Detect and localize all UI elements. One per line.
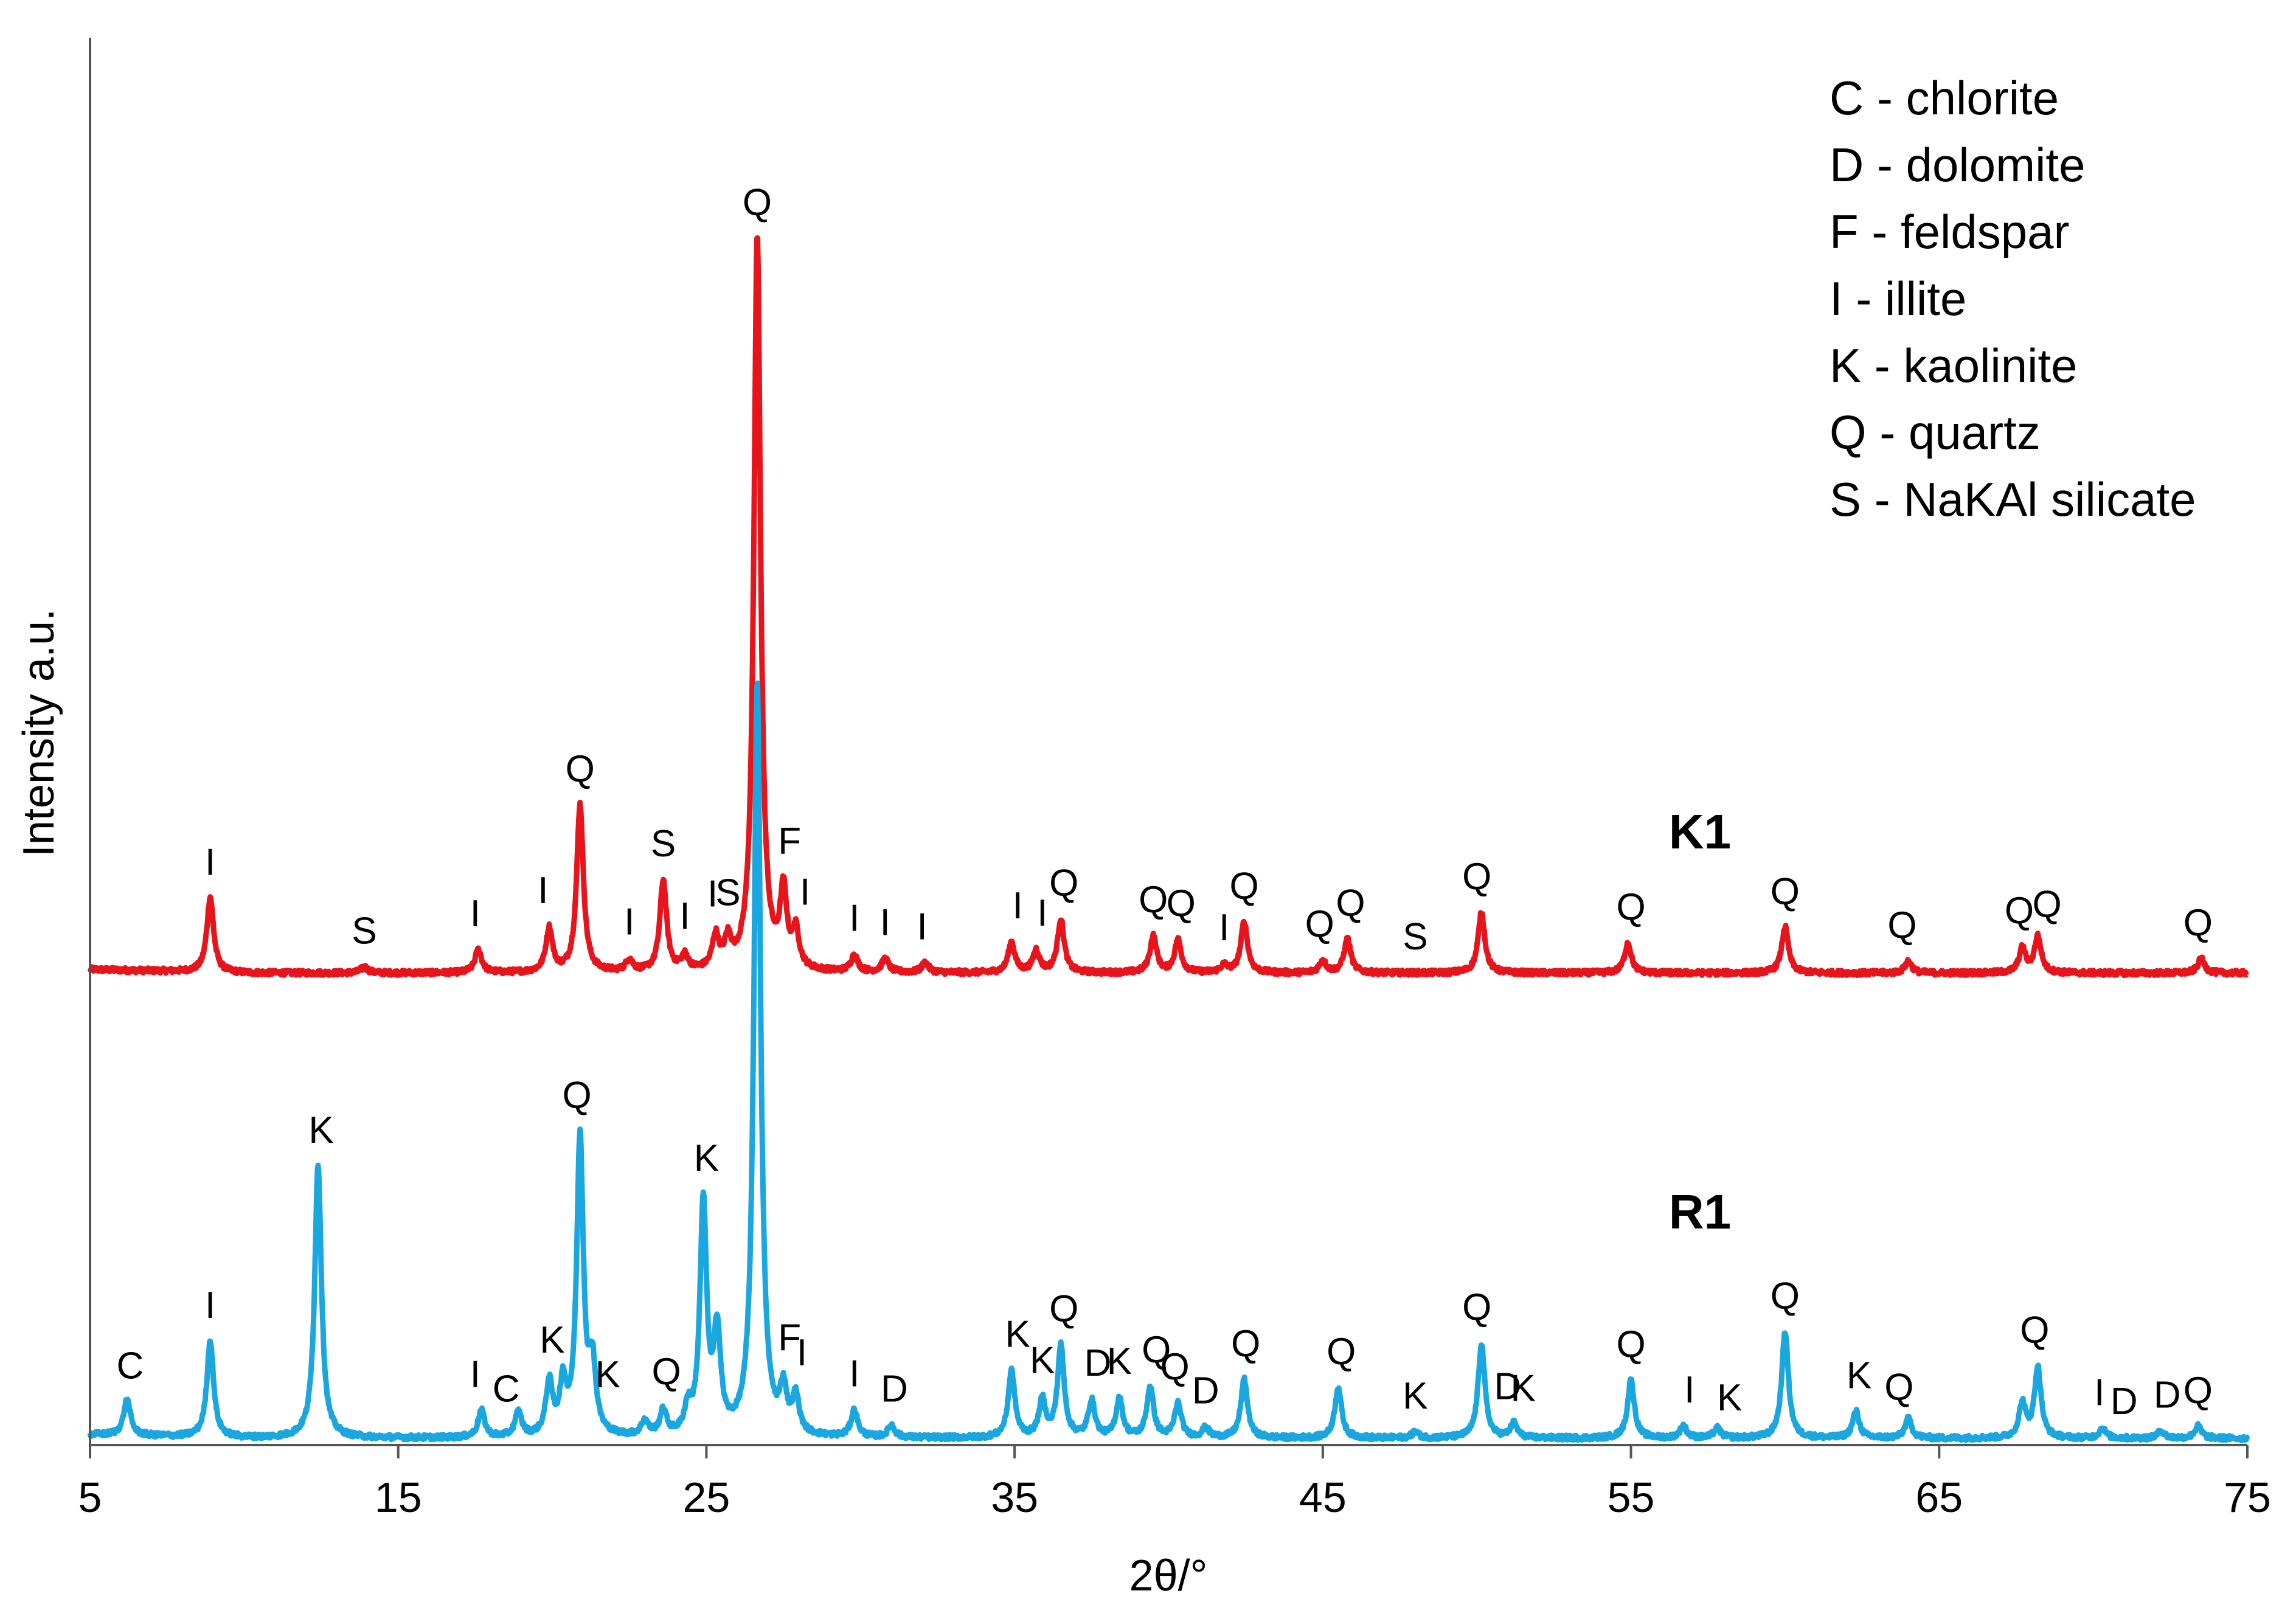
- peak-label-r1: F: [778, 1317, 801, 1359]
- peak-label-r1: K: [1005, 1314, 1030, 1356]
- peak-label-r1: D: [1084, 1342, 1112, 1384]
- peak-label-r1: I: [849, 1353, 859, 1395]
- peak-label-r1: C: [117, 1345, 144, 1387]
- peak-label-r1: Q: [2020, 1309, 2049, 1351]
- peak-label-r1: K: [1403, 1375, 1427, 1417]
- peak-label-r1: Q: [1771, 1275, 1800, 1317]
- x-tick-label: 15: [375, 1474, 422, 1521]
- legend-entry-illite: I - illite: [1830, 272, 1966, 325]
- peak-label-r1: Q: [562, 1075, 591, 1117]
- series-label-r1: R1: [1669, 1185, 1731, 1239]
- peak-label-r1: K: [1717, 1377, 1742, 1419]
- peak-label-r1: D: [2110, 1381, 2138, 1423]
- peak-label-r1: K: [595, 1354, 620, 1396]
- legend-entry-dolomite: D - dolomite: [1830, 138, 2085, 192]
- x-tick-label: 45: [1299, 1474, 1347, 1521]
- x-tick-label: 25: [682, 1474, 730, 1521]
- peak-label-r1: Q: [1462, 1286, 1491, 1328]
- legend: C - chlorite D - dolomite F - feldspar I…: [1830, 71, 2196, 526]
- peak-label-r1: K: [1847, 1354, 1871, 1396]
- x-tick-label: 55: [1608, 1474, 1655, 1521]
- peak-label-k1: Q: [1771, 870, 1800, 912]
- peak-label-k1: F: [778, 820, 801, 862]
- legend-entry-nakal-silicate: S - NaKAl silicate: [1830, 473, 2196, 526]
- peak-label-k1: Q: [2005, 890, 2034, 932]
- peak-label-k1: Q: [1229, 865, 1258, 907]
- x-ticks: 5 15 25 35 45 55 65 75: [78, 1445, 2271, 1521]
- peak-label-k1: Q: [2183, 902, 2213, 944]
- peak-label-k1: S: [651, 823, 676, 865]
- x-tick-label: 5: [78, 1474, 102, 1521]
- peak-label-r1: D: [1494, 1365, 1522, 1407]
- series-layer: [87, 235, 2250, 1443]
- peak-label-k1: Q: [1336, 882, 1365, 924]
- peak-label-k1: I: [880, 902, 890, 944]
- series-label-k1: K1: [1669, 805, 1731, 859]
- peak-label-k1: S: [1403, 916, 1427, 958]
- peak-label-r1: Q: [2183, 1370, 2213, 1412]
- x-axis-title: 2θ/°: [1129, 1551, 1208, 1600]
- series-line-r1: [87, 680, 2250, 1443]
- peak-label-r1: D: [881, 1368, 908, 1410]
- peak-label-k1: Q: [1462, 856, 1491, 898]
- peak-label-k1: I: [1037, 892, 1047, 934]
- peak-label-r1: Q: [1142, 1329, 1171, 1371]
- peak-label-k1: Q: [743, 182, 772, 224]
- peak-label-k1: Q: [1049, 862, 1078, 904]
- peak-label-r1: K: [1107, 1340, 1132, 1382]
- peak-label-k1: Q: [1887, 904, 1916, 946]
- peak-label-k1: I: [679, 895, 690, 937]
- peak-label-k1: I: [205, 842, 215, 884]
- peak-label-r1: Q: [1049, 1288, 1078, 1330]
- peak-label-k1: Q: [1616, 886, 1645, 928]
- peak-label-r1: I: [1684, 1369, 1694, 1411]
- peak-label-r1: I: [2094, 1371, 2104, 1413]
- peak-label-r1: D: [1192, 1370, 1219, 1412]
- peak-label-k1: Q: [1167, 882, 1196, 924]
- peak-label-r1: K: [694, 1137, 719, 1179]
- peak-label-r1: Q: [651, 1351, 681, 1393]
- peak-label-r1: Q: [1884, 1366, 1913, 1408]
- peak-label-k1: I: [849, 898, 859, 940]
- x-tick-label: 35: [991, 1474, 1038, 1521]
- peak-label-k1: I: [624, 901, 634, 943]
- peak-label-k1: I: [1219, 907, 1229, 949]
- peak-label-k1: Q: [1139, 879, 1168, 921]
- legend-entry-chlorite: C - chlorite: [1830, 71, 2059, 125]
- peak-label-k1: I: [538, 870, 548, 912]
- peak-label-k1: Q: [1305, 903, 1334, 945]
- legend-entry-kaolinite: K - kaolinite: [1830, 339, 2078, 392]
- peak-label-k1: I: [917, 906, 927, 948]
- peak-label-k1: I: [707, 873, 718, 915]
- peak-label-r1: Q: [1160, 1346, 1189, 1388]
- peak-label-k1: I: [470, 893, 480, 935]
- peak-label-r1: I: [205, 1284, 215, 1326]
- x-tick-label: 75: [2224, 1474, 2271, 1521]
- peak-label-k1: S: [352, 910, 376, 952]
- peak-label-r1: Q: [1231, 1323, 1260, 1365]
- peak-label-r1: K: [1511, 1368, 1536, 1410]
- peak-label-r1: K: [308, 1109, 333, 1151]
- peak-label-r1: Q: [1616, 1323, 1645, 1365]
- peak-label-k1: I: [800, 871, 810, 913]
- peak-label-k1: S: [715, 872, 740, 914]
- x-tick-label: 65: [1915, 1474, 1963, 1521]
- peak-label-r1: D: [2154, 1375, 2181, 1416]
- peak-label-k1: I: [1013, 885, 1023, 927]
- peak-label-r1: K: [1030, 1339, 1055, 1381]
- peak-label-r1: I: [797, 1332, 807, 1374]
- peak-label-r1: C: [493, 1368, 520, 1410]
- legend-entry-quartz: Q - quartz: [1830, 406, 2041, 459]
- legend-entry-feldspar: F - feldspar: [1830, 205, 2069, 258]
- peak-label-k1: Q: [2032, 884, 2061, 926]
- peak-label-r1: K: [539, 1319, 564, 1361]
- peak-label-r1: Q: [1327, 1331, 1356, 1373]
- series-line-k1: [87, 235, 2250, 979]
- peak-label-k1: Q: [566, 748, 595, 790]
- y-axis-title: Intensity a.u.: [15, 609, 63, 857]
- peak-label-r1: I: [470, 1354, 480, 1396]
